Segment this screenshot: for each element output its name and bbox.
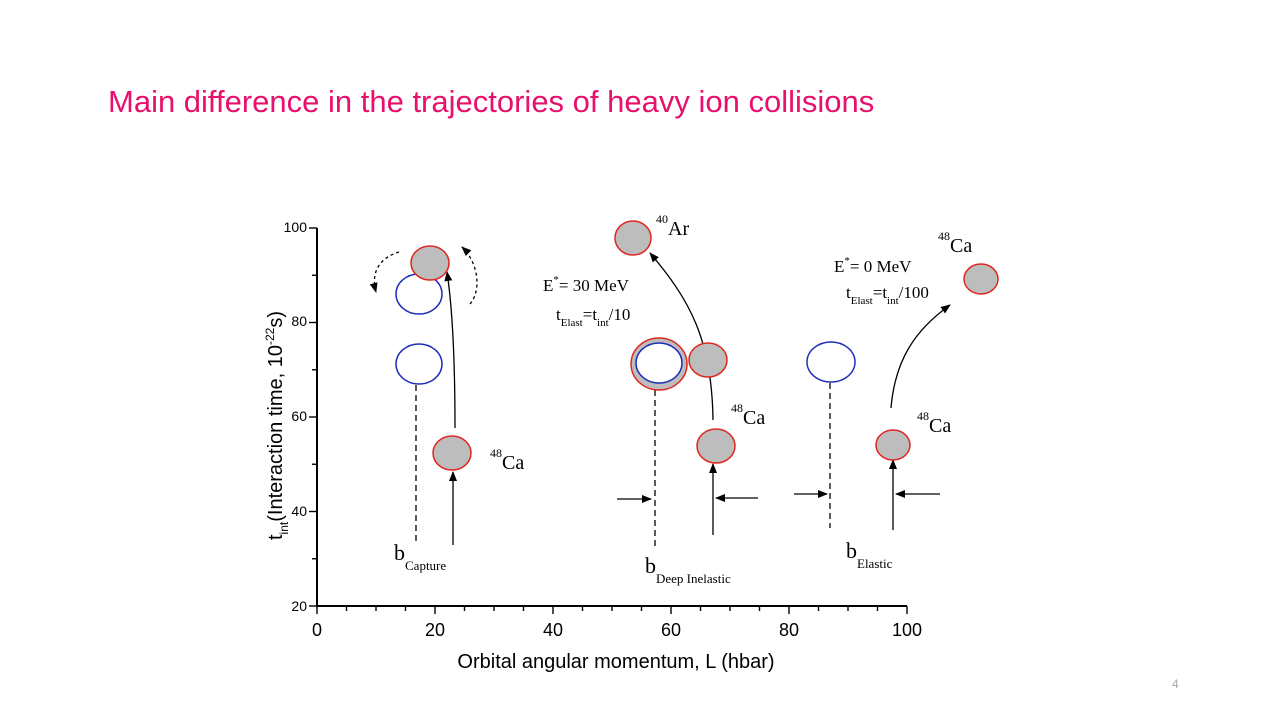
y-tick-label: 60 [291, 408, 307, 424]
elastic-product-label: 48Ca [938, 229, 972, 257]
projectile-circle [395, 343, 443, 385]
x-tick-label: 100 [892, 620, 922, 640]
elastic-nucleus-label: 48Ca [917, 409, 951, 437]
deep-inelastic-energy-label: E*= 30 MeV [543, 274, 630, 295]
nucleus-circle [614, 220, 652, 256]
x-tick-label: 40 [543, 620, 563, 640]
x-tick-label: 0 [312, 620, 322, 640]
nucleus-circle [875, 429, 911, 461]
rotation-arrow-right [461, 246, 478, 305]
elastic-region: 48Ca 48Ca E*= 0 MeV tElast=tint/100 bEla… [794, 229, 999, 571]
b-elastic-label: bElastic [846, 538, 893, 571]
plot-axes [309, 227, 908, 614]
nucleus-circle [696, 428, 736, 464]
capture-trajectory-arrow [444, 271, 456, 429]
x-tick-label: 20 [425, 620, 445, 640]
nucleus-circle [432, 435, 472, 471]
nucleus-circle [963, 263, 999, 295]
x-tick-label: 80 [779, 620, 799, 640]
elastic-trajectory-arrow [890, 304, 951, 409]
y-axis-title: tint(Interaction time, 10-22s) [263, 311, 291, 540]
slide-title: Main difference in the trajectories of h… [108, 84, 875, 119]
elastic-energy-label: E*= 0 MeV [834, 255, 912, 276]
capture-nucleus-label: 48Ca [490, 446, 524, 474]
elastic-time-label: tElast=tint/100 [846, 283, 929, 307]
deep-inelastic-nucleus-label: 48Ca [731, 401, 765, 429]
projectile-circle [806, 341, 856, 383]
capture-region: 48Ca bCapture [369, 245, 524, 573]
y-tick-labels: 20 40 60 80 100 [284, 219, 308, 614]
nucleus-circle [688, 342, 728, 378]
deep-inelastic-region: 40Ar 48Ca E*= 30 MeV tElast=tint/10 bDee… [543, 212, 765, 586]
page-number: 4 [1172, 677, 1179, 691]
projectile-circle [635, 342, 683, 384]
y-tick-label: 20 [291, 598, 307, 614]
deep-inelastic-time-label: tElast=tint/10 [556, 305, 630, 329]
nucleus-circle [410, 245, 450, 281]
b-deep-inelastic-label: bDeep Inelastic [645, 553, 731, 586]
x-axis-title: Orbital angular momentum, L (hbar) [457, 651, 774, 673]
rotation-arrow-left [369, 251, 400, 293]
y-tick-label: 100 [284, 219, 308, 235]
x-tick-labels: 0 20 40 60 80 100 [312, 620, 922, 640]
deep-inelastic-product-label: 40Ar [656, 212, 689, 240]
x-tick-label: 60 [661, 620, 681, 640]
y-tick-label: 80 [291, 313, 307, 329]
y-tick-label: 40 [291, 503, 307, 519]
deep-inelastic-trajectory-arrow [649, 252, 714, 421]
b-capture-label: bCapture [394, 540, 446, 573]
